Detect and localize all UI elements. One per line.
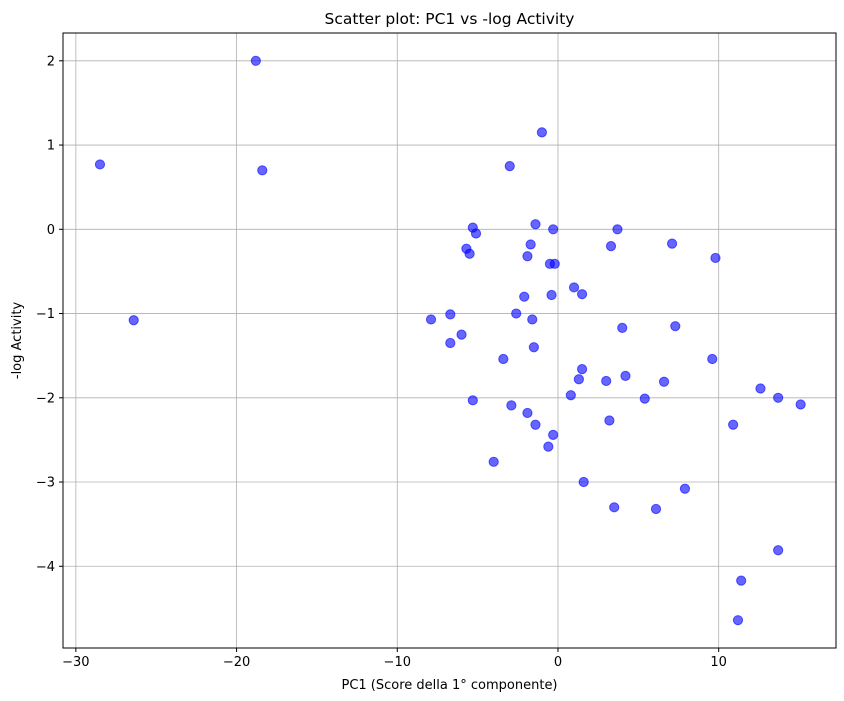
data-point (658, 376, 670, 387)
y-tick-label: 2 (47, 54, 55, 69)
data-point (732, 615, 744, 626)
data-point (549, 258, 560, 269)
data-point (568, 282, 580, 293)
y-tick-label: −4 (36, 560, 55, 575)
data-point (519, 291, 530, 302)
data-point (536, 127, 548, 138)
data-point (445, 337, 456, 349)
data-point (604, 415, 615, 426)
x-tick-label: −20 (223, 655, 250, 670)
data-point (576, 289, 588, 300)
data-point (773, 392, 784, 403)
data-point (650, 503, 662, 515)
x-axis-label: PC1 (Score della 1° componente) (341, 678, 557, 693)
data-point (488, 456, 499, 467)
data-point (128, 315, 139, 326)
data-point (470, 228, 482, 239)
y-tick-label: 0 (47, 223, 55, 238)
chart-title: Scatter plot: PC1 vs -log Activity (325, 10, 575, 28)
data-point (679, 483, 691, 494)
data-point (464, 248, 475, 259)
y-tick-label: −3 (36, 476, 55, 491)
y-tick-label: −2 (36, 391, 55, 406)
data-point (548, 224, 559, 235)
data-point (573, 374, 584, 385)
data-point (605, 241, 617, 252)
data-point (620, 370, 631, 381)
data-point (257, 165, 268, 176)
data-point (467, 395, 478, 406)
data-point (511, 308, 522, 319)
data-point (504, 161, 515, 172)
data-point (578, 476, 589, 488)
data-point (609, 502, 620, 513)
data-point (601, 375, 612, 387)
data-point (795, 399, 806, 410)
data-point (639, 393, 650, 404)
data-point (425, 314, 437, 325)
data-point (773, 545, 784, 556)
data-point (250, 55, 261, 66)
data-point (530, 219, 541, 230)
data-point (548, 429, 559, 440)
data-point (612, 224, 623, 235)
data-point (522, 251, 533, 262)
data-point (445, 309, 456, 320)
data-point (527, 314, 538, 325)
x-tick-label: −30 (62, 655, 89, 670)
data-point (707, 353, 718, 365)
y-tick-label: 1 (47, 139, 55, 154)
data-point (617, 322, 628, 333)
data-point (94, 159, 106, 170)
data-point (736, 575, 747, 586)
data-point (528, 342, 539, 353)
x-tick-label: 0 (554, 655, 562, 670)
data-point (522, 407, 533, 419)
x-tick-label: −10 (384, 655, 411, 670)
plot-frame (62, 32, 837, 649)
data-point (546, 289, 557, 301)
data-point (456, 329, 467, 340)
data-point (728, 419, 739, 430)
data-point (576, 364, 588, 375)
y-tick-label: −1 (36, 307, 55, 322)
data-point (543, 441, 554, 452)
data-point (670, 321, 681, 332)
data-point (565, 390, 576, 401)
data-points (94, 55, 806, 626)
x-tick-label: 10 (710, 655, 727, 670)
data-point (755, 383, 766, 394)
data-point (506, 400, 517, 411)
data-point (710, 252, 721, 264)
data-point (666, 238, 678, 249)
data-point (525, 239, 536, 250)
data-point (498, 353, 509, 365)
y-axis-label: -log Activity (10, 302, 25, 380)
data-point (530, 419, 541, 430)
